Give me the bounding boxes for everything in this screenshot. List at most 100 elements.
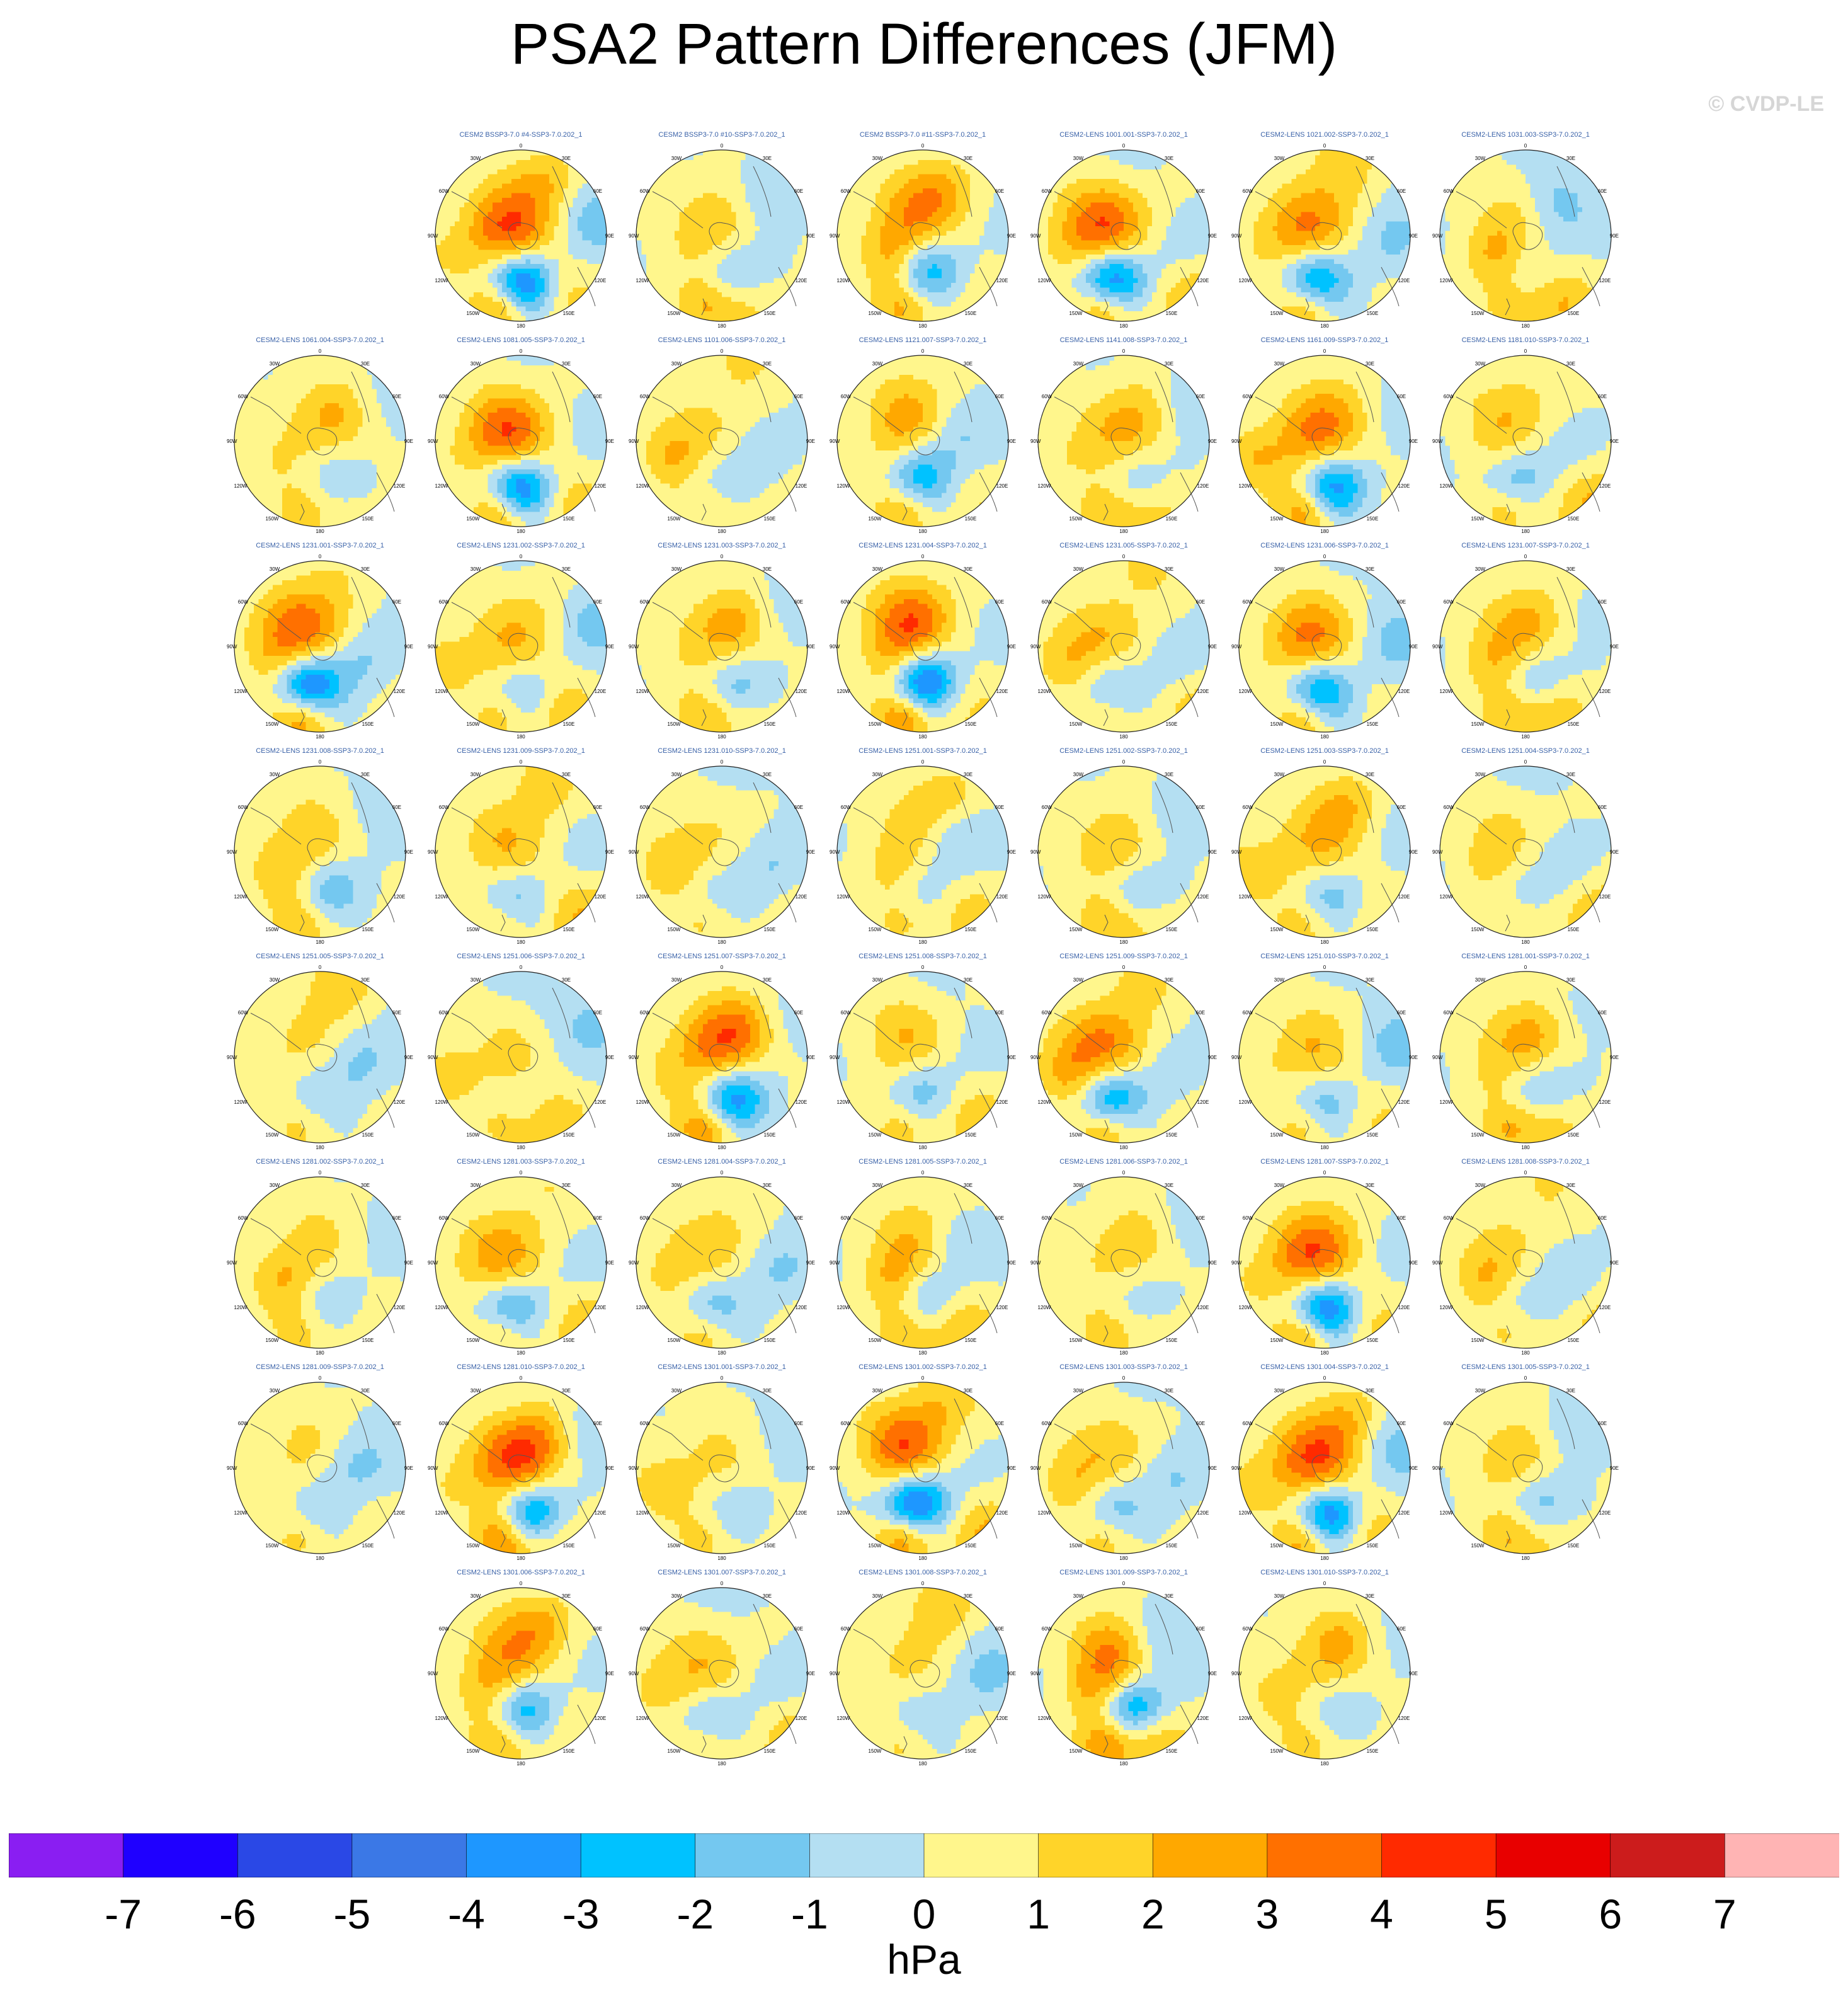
map-longitude-label: 150E (1166, 516, 1178, 522)
map-longitude-label: 60W (841, 1626, 852, 1632)
panel-title: CESM2-LENS 1301.003-SSP3-7.0.202_1 (1029, 1363, 1218, 1371)
map-longitude-label: 150E (965, 1748, 977, 1754)
map-panel: CESM2-LENS 1251.004-SSP3-7.0.202_1 0 180 90… (1431, 747, 1620, 953)
map-longitude-label: 60W (640, 1215, 651, 1221)
map-panel: CESM2-LENS 1251.009-SSP3-7.0.202_1 0 180 90… (1029, 953, 1218, 1158)
map-longitude-label: 30W (1073, 977, 1084, 983)
map-longitude-label: 90W (1231, 1671, 1242, 1676)
map-longitude-label: 60W (841, 188, 852, 194)
map-longitude-label: 120E (394, 1099, 406, 1105)
map-longitude-label: 120W (636, 689, 649, 694)
map-longitude-label: 30E (1566, 1388, 1575, 1394)
map-longitude-label: 30W (1274, 566, 1285, 572)
map-longitude-label: 120E (1599, 689, 1611, 694)
map-longitude-label: 60W (439, 188, 450, 194)
map-longitude-label: 60E (995, 599, 1004, 605)
map-longitude-label: 0 (1524, 1375, 1527, 1381)
anomaly-field (627, 1579, 816, 1768)
map-longitude-label: 0 (319, 759, 322, 765)
map-longitude-label: 180 (918, 734, 927, 740)
map-panel: CESM2-LENS 1001.001-SSP3-7.0.202_1 0 180 90… (1029, 131, 1218, 336)
anomaly-field (225, 347, 414, 536)
panel-title: CESM2-LENS 1281.004-SSP3-7.0.202_1 (627, 1158, 816, 1166)
map-longitude-label: 150W (1270, 1543, 1284, 1549)
map-panel: CESM2-LENS 1281.002-SSP3-7.0.202_1 0 180 90… (225, 1158, 414, 1363)
colorbar-tick-label: -1 (772, 1890, 847, 1938)
anomaly-field (1431, 1373, 1620, 1562)
map-longitude-label: 150W (869, 1543, 882, 1549)
anomaly-field (1029, 347, 1218, 536)
map-longitude-label: 30W (872, 156, 883, 161)
map-longitude-label: 30E (964, 361, 972, 367)
map-longitude-label: 120E (996, 894, 1008, 900)
map-longitude-label: 120E (996, 689, 1008, 694)
map-longitude-label: 60W (841, 1215, 852, 1221)
map-longitude-label: 90W (428, 644, 438, 650)
map-longitude-label: 180 (516, 323, 525, 329)
map-longitude-label: 180 (316, 1350, 324, 1356)
anomaly-field (1029, 552, 1218, 741)
map-panel: CESM2-LENS 1281.005-SSP3-7.0.202_1 0 180 90… (828, 1158, 1017, 1363)
panel-title: CESM2-LENS 1301.008-SSP3-7.0.202_1 (828, 1569, 1017, 1576)
map-longitude-label: 30E (763, 361, 772, 367)
map-longitude-label: 120W (435, 278, 448, 284)
map-longitude-label: 120W (234, 1099, 248, 1105)
map-longitude-label: 120W (1038, 1305, 1051, 1310)
map-panel: CESM2-LENS 1021.002-SSP3-7.0.202_1 0 180 90… (1230, 131, 1419, 336)
map-longitude-label: 120W (1440, 689, 1453, 694)
map-longitude-label: 90W (1030, 1465, 1041, 1471)
map-longitude-label: 60W (238, 599, 249, 605)
map-longitude-label: 150E (362, 1338, 374, 1343)
map-longitude-label: 120W (837, 278, 850, 284)
map-longitude-label: 150W (1069, 1543, 1083, 1549)
map-longitude-label: 60W (1042, 188, 1052, 194)
map-longitude-label: 90E (1208, 849, 1217, 855)
map-longitude-label: 120E (1197, 1099, 1209, 1105)
map-longitude-label: 150W (668, 1132, 681, 1138)
map-longitude-label: 60W (1444, 1010, 1454, 1016)
map-longitude-label: 150E (563, 1543, 575, 1549)
map-longitude-label: 60E (1598, 394, 1607, 399)
map-longitude-label: 90E (806, 849, 815, 855)
map-longitude-label: 150E (1166, 1543, 1178, 1549)
map-longitude-label: 180 (1521, 1145, 1530, 1150)
map-longitude-label: 60E (794, 1215, 803, 1221)
map-panel: CESM2-LENS 1301.006-SSP3-7.0.202_1 0 180 90… (426, 1569, 615, 1774)
map-longitude-label: 30E (964, 977, 972, 983)
map-longitude-label: 60E (593, 1215, 602, 1221)
map-longitude-label: 60E (593, 599, 602, 605)
colorbar-box (1382, 1833, 1497, 1877)
map-longitude-label: 150W (1471, 1132, 1485, 1138)
map-longitude-label: 60W (439, 1215, 450, 1221)
map-longitude-label: 150E (362, 1543, 374, 1549)
map-longitude-label: 150E (764, 311, 776, 316)
map-longitude-label: 30W (872, 772, 883, 777)
map-longitude-label: 90W (1231, 1465, 1242, 1471)
anomaly-field (828, 757, 1017, 946)
map-longitude-label: 180 (1320, 734, 1329, 740)
map-longitude-label: 60E (1196, 188, 1205, 194)
anomaly-field (627, 347, 816, 536)
map-longitude-label: 60E (995, 1010, 1004, 1016)
map-longitude-label: 60W (1444, 599, 1454, 605)
map-longitude-label: 0 (721, 143, 724, 149)
map-longitude-label: 0 (1122, 554, 1126, 559)
map-longitude-label: 90E (1610, 644, 1619, 650)
map-longitude-label: 60E (1397, 805, 1406, 810)
map-longitude-label: 30E (763, 156, 772, 161)
map-longitude-label: 120W (1440, 1099, 1453, 1105)
map-longitude-label: 0 (1323, 759, 1326, 765)
map-longitude-label: 150W (668, 927, 681, 932)
map-longitude-label: 150E (1568, 1543, 1580, 1549)
map-longitude-label: 150E (764, 1338, 776, 1343)
map-longitude-label: 0 (319, 348, 322, 354)
map-longitude-label: 0 (921, 143, 925, 149)
map-longitude-label: 60W (1042, 394, 1052, 399)
panel-title: CESM2-LENS 1281.008-SSP3-7.0.202_1 (1431, 1158, 1620, 1166)
map-longitude-label: 30W (671, 1183, 682, 1188)
map-longitude-label: 30E (1566, 1183, 1575, 1188)
map-longitude-label: 90E (1409, 233, 1418, 239)
